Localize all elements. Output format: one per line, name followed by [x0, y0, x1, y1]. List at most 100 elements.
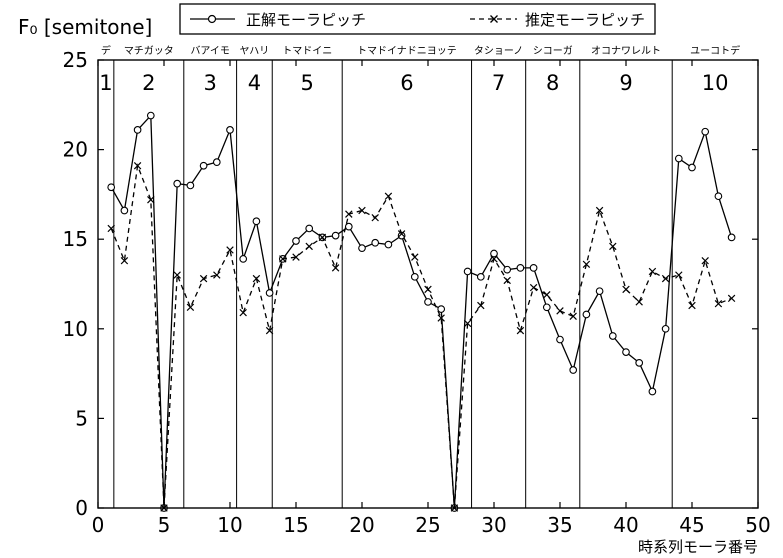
series-layer [107, 111, 736, 512]
data-point-estimated [371, 213, 379, 222]
data-point-estimated [529, 283, 538, 292]
data-point-estimated [147, 196, 155, 204]
data-point-estimated [595, 206, 604, 215]
segment-number: 7 [492, 71, 505, 95]
data-point-estimated [384, 192, 393, 200]
data-point-correct [186, 181, 195, 190]
data-point-correct [529, 264, 538, 272]
data-point-correct [701, 127, 710, 136]
segment-mora-text: ユーコトデ [690, 44, 740, 57]
data-point-estimated [397, 230, 406, 238]
data-point-correct [661, 324, 670, 333]
x-tick-label: 50 [745, 513, 770, 537]
data-point-estimated [226, 246, 234, 254]
series-estimated-line [110, 163, 732, 509]
data-point-estimated [173, 271, 181, 279]
data-point-correct [727, 233, 736, 242]
segments-layer: デ 1 マチガッタ 2 バアイモ 3 ヤハリ 4 トマドイニ 5 トマドイナドニヨッテ 6 タショーノ 7… [99, 44, 740, 508]
segment-number: 10 [702, 71, 729, 95]
data-point-estimated [292, 253, 300, 261]
x-tick-label: 10 [217, 513, 242, 537]
data-point-estimated [133, 162, 142, 170]
data-point-correct [292, 237, 300, 245]
y-tick-label: 15 [63, 227, 88, 251]
data-point-correct [410, 272, 419, 281]
data-point-correct [305, 224, 314, 233]
data-point-correct [595, 287, 604, 296]
segment-number: 1 [99, 71, 112, 95]
data-point-estimated [213, 271, 221, 279]
data-point-estimated [609, 242, 617, 251]
x-tick-label: 20 [349, 513, 374, 537]
data-point-correct [120, 206, 129, 215]
data-point-estimated [437, 314, 445, 322]
data-point-correct [331, 231, 340, 240]
data-point-estimated [424, 285, 432, 294]
data-point-correct [239, 255, 248, 263]
y-tick-label: 20 [63, 138, 88, 162]
data-point-estimated [543, 291, 551, 299]
data-point-estimated [239, 308, 247, 317]
data-point-correct [476, 272, 485, 281]
y-tick-label: 5 [75, 406, 88, 430]
data-point-correct [569, 366, 578, 374]
data-point-estimated [305, 242, 313, 251]
data-point-correct [556, 335, 564, 344]
data-point-estimated [199, 274, 208, 283]
data-point-estimated [516, 326, 525, 335]
data-point-estimated [107, 224, 115, 233]
data-point-correct [648, 387, 657, 396]
data-point-estimated [358, 206, 366, 215]
segment-mora-text: タショーノ [474, 45, 523, 57]
data-point-correct [252, 217, 261, 226]
data-point-estimated [477, 301, 485, 310]
data-point-correct [674, 154, 683, 163]
data-point-correct [265, 289, 274, 297]
segment-number: 2 [142, 71, 155, 95]
segment-number: 3 [204, 71, 217, 95]
x-tick-label: 40 [613, 513, 638, 537]
segment-mora-text: トマドイニ [282, 46, 332, 57]
y-tick-label: 10 [63, 317, 88, 341]
data-point-estimated [727, 294, 736, 303]
x-tick-label: 15 [283, 513, 308, 537]
data-point-estimated [411, 253, 419, 261]
x-axis-label: 時系列モーラ番号 [638, 538, 758, 556]
data-point-estimated [582, 260, 591, 269]
plot-frame [97, 59, 759, 509]
data-point-correct [503, 265, 512, 274]
data-point-correct [714, 192, 723, 201]
data-point-estimated [556, 307, 564, 315]
segment-number: 5 [301, 71, 314, 95]
legend-label-estimated: 推定モーラピッチ [525, 11, 645, 29]
segment-mora-text: バアイモ [190, 45, 230, 57]
data-point-correct [133, 126, 142, 134]
data-point-estimated [490, 255, 498, 263]
data-point-estimated [648, 267, 657, 276]
data-point-correct [199, 161, 208, 170]
data-point-correct [212, 158, 221, 166]
segment-mora-text: ヤハリ [240, 46, 270, 57]
segment-mora-text: トマドイナドニヨッテ [357, 45, 457, 57]
x-tick-label: 45 [679, 513, 704, 537]
segment-number: 6 [400, 71, 413, 95]
data-point-estimated [503, 276, 511, 285]
x-tick-label: 0 [92, 513, 105, 537]
segment-mora-text: デ [101, 44, 111, 57]
legend-label-correct: 正解モーラピッチ [246, 11, 366, 29]
segment-mora-text: マチガッタ [124, 45, 174, 57]
legend-box [179, 3, 656, 35]
data-point-correct [516, 264, 525, 272]
data-point-correct [107, 183, 116, 192]
data-point-correct [424, 298, 432, 306]
data-point-correct [582, 310, 591, 319]
data-point-estimated [701, 256, 709, 265]
segment-number: 4 [248, 71, 261, 95]
data-point-estimated [345, 210, 353, 218]
data-point-correct [226, 126, 234, 134]
data-point-correct [437, 305, 446, 313]
data-point-estimated [252, 274, 261, 283]
x-tick-label: 5 [158, 513, 171, 537]
